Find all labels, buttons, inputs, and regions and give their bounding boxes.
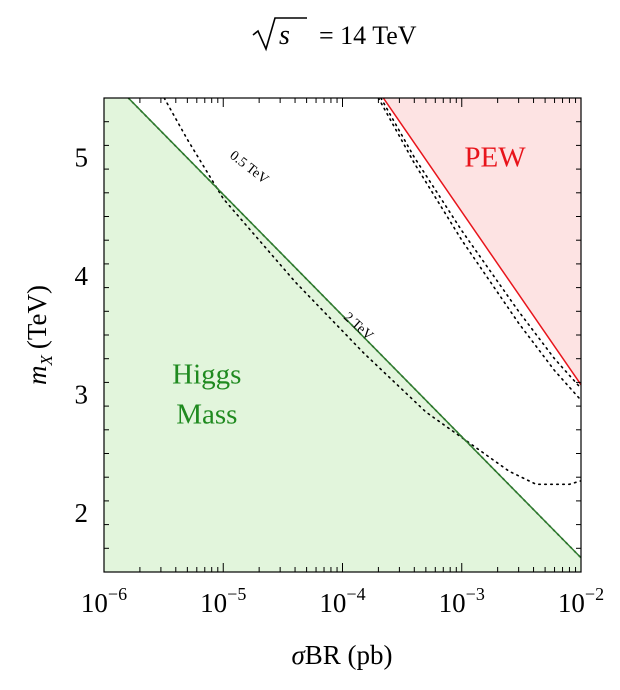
contour-line-0-5-tev xyxy=(163,98,581,486)
region-labels: Higgs Mass PEW xyxy=(172,141,526,430)
contour-line-1-5-tev xyxy=(380,98,581,390)
chart-title: s = 14 TeV xyxy=(252,17,417,52)
x-axis-sigma: σ xyxy=(291,640,306,670)
y-tick-label: 2 xyxy=(75,498,89,528)
x-axis-label: σBR (pb) xyxy=(291,640,392,670)
y-tick-label: 3 xyxy=(75,379,89,409)
x-axis-label-text: BR (pb) xyxy=(305,640,393,670)
title-sqrt-arg: s xyxy=(279,20,290,51)
pew-label-line-1: PEW xyxy=(464,141,526,173)
y-axis-sub: X xyxy=(37,354,56,366)
pew-boundary xyxy=(382,98,581,386)
title-energy: = 14 TeV xyxy=(319,21,417,50)
higgs-label-line-1: Higgs xyxy=(172,358,241,390)
x-tick-label: 10−5 xyxy=(200,584,246,618)
contour-line-1-tev xyxy=(377,98,581,402)
y-tick-label: 4 xyxy=(75,261,89,291)
contour-label-0-5-tev: 0.5 TeV xyxy=(227,148,271,187)
x-tick-label: 10−6 xyxy=(81,584,127,618)
sqrt-symbol xyxy=(252,17,307,52)
y-axis-m: m xyxy=(22,365,52,385)
svg-text:σBR (pb): σBR (pb) xyxy=(291,640,392,670)
y-tick-label: 5 xyxy=(75,142,89,172)
svg-text:mX(TeV): mX (TeV) xyxy=(22,285,56,385)
y-axis-label-text: (TeV) xyxy=(22,285,52,349)
x-tick-label: 10−3 xyxy=(439,584,485,618)
higgs-mass-boundary xyxy=(127,98,581,559)
ticks: 10−6 10−5 10−4 10−3 10−2 2 3 4 5 xyxy=(75,97,604,618)
higgs-mass-region xyxy=(104,98,581,572)
x-tick-label: 10−4 xyxy=(319,584,365,618)
x-tick-label: 10−2 xyxy=(558,584,604,618)
y-axis-label: mX (TeV) xyxy=(22,285,56,385)
higgs-label-line-2: Mass xyxy=(176,398,237,430)
